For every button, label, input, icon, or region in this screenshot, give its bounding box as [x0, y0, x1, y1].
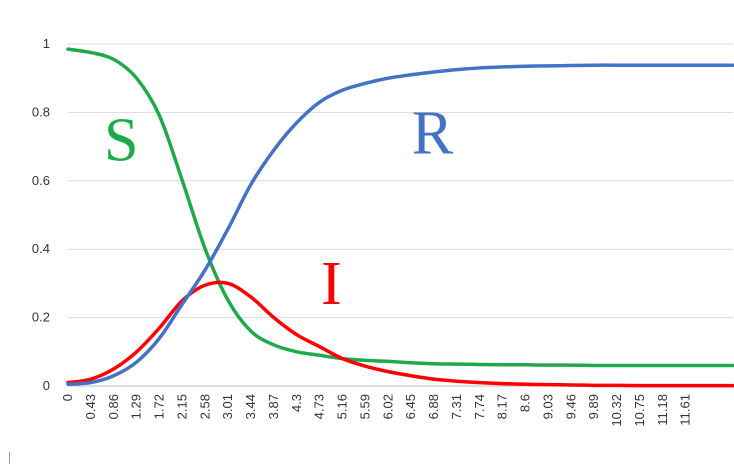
y-tick-label: 0.6	[32, 173, 50, 188]
y-tick-label: 0.2	[32, 310, 50, 325]
x-tick-label: 2.58	[197, 394, 212, 419]
bottom-edge-mark	[9, 452, 10, 464]
x-tick-label: 3.01	[220, 394, 235, 419]
y-tick-label: 1	[43, 36, 50, 51]
x-tick-label: 6.02	[380, 394, 395, 419]
x-tick-label: 0	[60, 394, 75, 401]
x-tick-label: 5.59	[357, 394, 372, 419]
annotation-R: R	[412, 99, 454, 167]
x-tick-label: 4.3	[289, 394, 304, 412]
x-tick-label: 11.61	[678, 394, 693, 426]
series-line-S	[66, 47, 734, 368]
annotation-I: I	[321, 250, 342, 318]
series-lines	[66, 47, 734, 388]
x-axis-ticks: 0 0.43 0.86 1.29 1.72 2.15 2.58 3.01 3.44 3.87 4.3…	[60, 394, 693, 427]
x-tick-label: 9.89	[586, 394, 601, 419]
x-tick-label: 7.31	[449, 394, 464, 419]
x-tick-label: 4.73	[312, 394, 327, 419]
x-tick-label: 2.15	[174, 394, 189, 419]
y-axis-ticks: 0 0.2 0.4 0.6 0.8 1	[32, 36, 50, 393]
x-tick-label: 6.88	[426, 394, 441, 419]
x-tick-label: 1.72	[152, 394, 167, 419]
x-tick-label: 10.75	[632, 394, 647, 427]
x-tick-label: 6.45	[403, 394, 418, 419]
x-tick-label: 7.74	[472, 394, 487, 419]
x-tick-label: 11.18	[655, 394, 670, 426]
series-annotations: S R I	[104, 99, 454, 317]
x-tick-label: 9.46	[563, 394, 578, 419]
x-tick-label: 10.32	[609, 394, 624, 427]
annotation-S: S	[104, 106, 138, 174]
x-tick-label: 1.29	[129, 394, 144, 419]
x-tick-label: 3.87	[266, 394, 281, 419]
x-tick-label: 9.03	[540, 394, 555, 419]
x-tick-label: 3.44	[243, 394, 258, 419]
x-tick-label: 8.6	[518, 394, 533, 412]
y-tick-label: 0.4	[32, 241, 50, 256]
series-line-R	[66, 63, 734, 387]
series-line-I	[66, 280, 734, 388]
gridlines	[68, 43, 733, 387]
x-tick-label: 8.17	[495, 394, 510, 419]
x-tick-label: 0.43	[83, 394, 98, 419]
x-tick-label: 5.16	[335, 394, 350, 419]
y-tick-label: 0.8	[32, 104, 50, 119]
x-tick-label: 0.86	[106, 394, 121, 419]
y-tick-label: 0	[43, 378, 50, 393]
